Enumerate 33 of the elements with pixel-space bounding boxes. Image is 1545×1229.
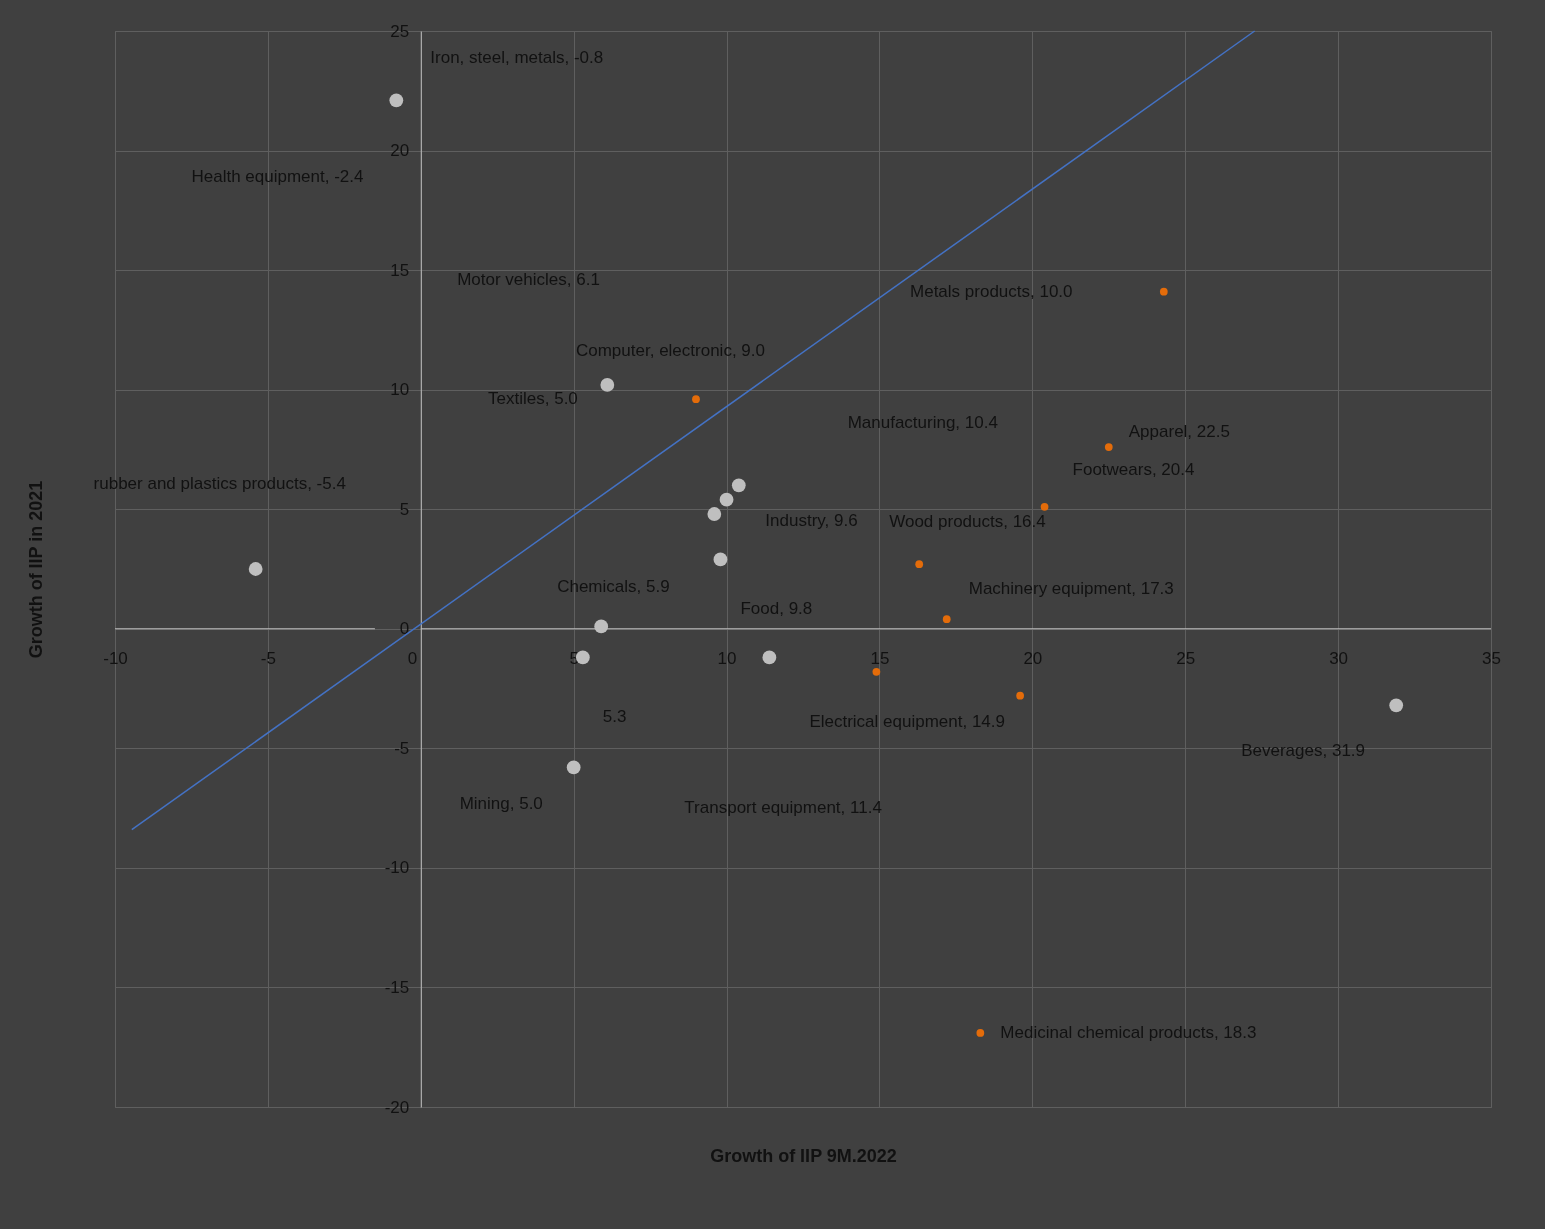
y-tick-label: 15 (390, 260, 410, 280)
y-tick-label: 5 (399, 499, 410, 519)
point (731, 478, 746, 493)
point (942, 615, 951, 624)
y-tick-label: -5 (394, 738, 410, 758)
y-tick-label: -20 (384, 1097, 410, 1117)
point (1040, 502, 1049, 511)
x-tick-label: -5 (260, 649, 276, 669)
y-tick-label: -15 (384, 977, 410, 997)
y-tick-label: 10 (390, 380, 410, 400)
point (1159, 287, 1168, 296)
point (692, 395, 700, 404)
y-tick-label: 20 (390, 141, 410, 161)
y-tick-label: 25 (390, 21, 410, 41)
y-tick-label: 0 (399, 619, 410, 639)
point (600, 378, 615, 392)
point (1389, 698, 1404, 713)
point (976, 1029, 985, 1037)
point (248, 562, 263, 576)
point (762, 650, 777, 665)
point (594, 619, 609, 634)
point (1016, 691, 1024, 700)
point (719, 492, 734, 507)
y-tick-label: -10 (384, 858, 410, 878)
point (707, 507, 722, 521)
point (389, 93, 404, 108)
point (1104, 443, 1113, 451)
point (915, 560, 924, 569)
point (872, 667, 881, 676)
point (713, 552, 728, 567)
x-tick-label: -10 (103, 649, 128, 669)
point (566, 760, 581, 775)
annotation: Beverages, 31.9 (1241, 741, 1366, 761)
